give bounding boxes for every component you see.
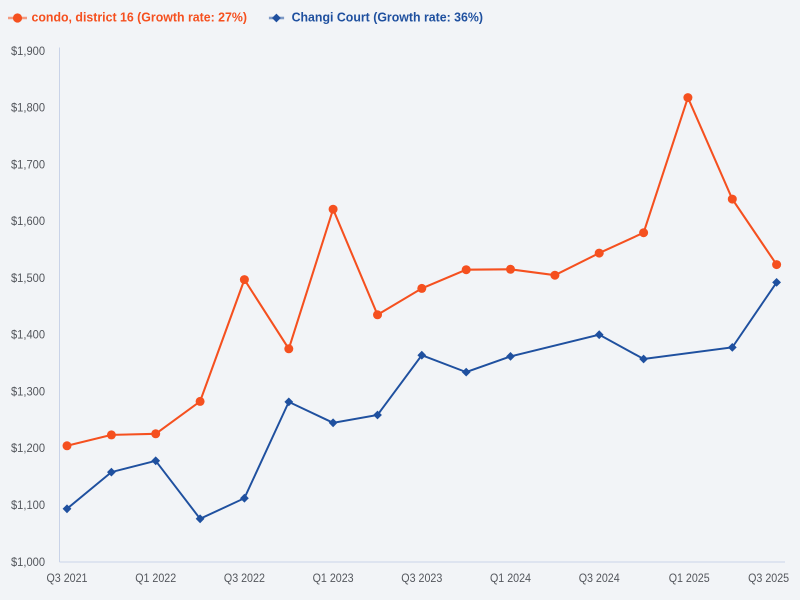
svg-text:Q1 2024: Q1 2024 [490, 571, 531, 585]
svg-text:$1,500: $1,500 [11, 271, 45, 285]
svg-text:Q3 2025: Q3 2025 [748, 571, 789, 585]
svg-text:$1,900: $1,900 [11, 44, 45, 58]
svg-text:Q3 2021: Q3 2021 [47, 571, 88, 585]
svg-text:$1,100: $1,100 [11, 498, 45, 512]
svg-text:Q3 2023: Q3 2023 [401, 571, 442, 585]
svg-text:Changi Court (Growth rate: 36%: Changi Court (Growth rate: 36%) [292, 10, 483, 25]
svg-text:Q1 2025: Q1 2025 [669, 571, 710, 585]
svg-text:Q3 2022: Q3 2022 [224, 571, 265, 585]
svg-text:condo, district 16 (Growth rat: condo, district 16 (Growth rate: 27%) [32, 10, 248, 25]
svg-text:Q3 2024: Q3 2024 [579, 571, 620, 585]
svg-text:$1,600: $1,600 [11, 214, 45, 228]
svg-text:Q1 2022: Q1 2022 [135, 571, 176, 585]
svg-text:Q1 2023: Q1 2023 [313, 571, 354, 585]
svg-text:$1,200: $1,200 [11, 441, 45, 455]
svg-text:$1,400: $1,400 [11, 328, 45, 342]
svg-text:$1,700: $1,700 [11, 157, 45, 171]
svg-text:$1,800: $1,800 [11, 101, 45, 115]
svg-text:$1,300: $1,300 [11, 385, 45, 399]
svg-text:$1,000: $1,000 [11, 555, 45, 569]
